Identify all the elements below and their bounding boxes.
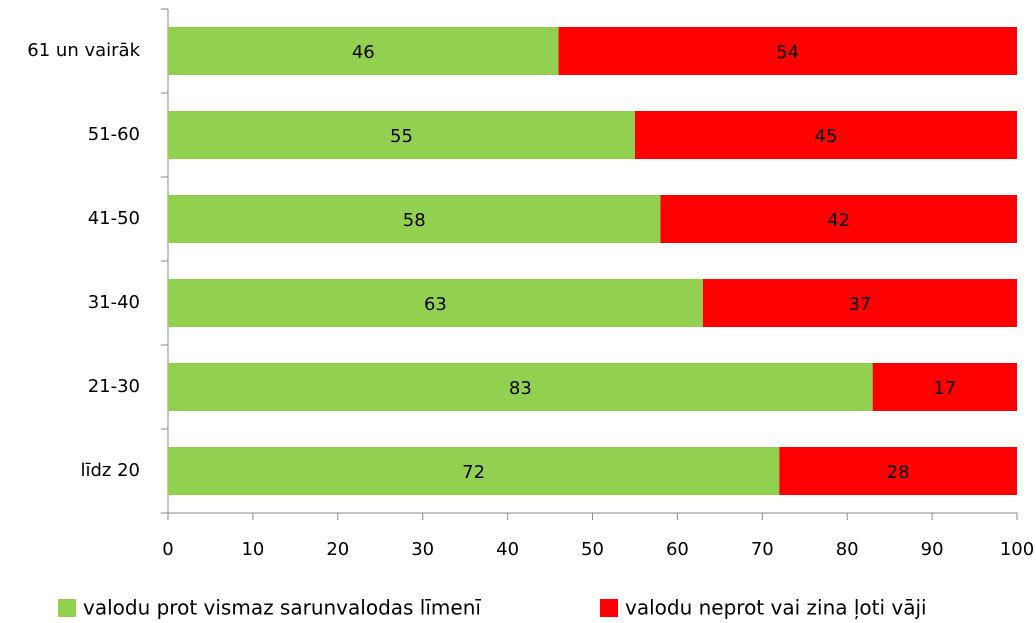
y-tick-label: 21-30 [88,376,140,397]
x-tick-label: 20 [326,539,349,560]
bar-segment [634,111,1017,159]
x-tick-label: 10 [241,539,264,560]
bar-segment [779,447,1017,495]
bar-segment [872,363,1017,411]
data-label: 72 [462,462,485,483]
legend-label: valodu prot vismaz sarunvalodas līmenī [83,596,481,620]
data-label: 46 [352,42,375,63]
data-label: 83 [509,378,532,399]
legend-label: valodu neprot vai zina ļoti vāji [625,596,927,620]
y-tick-label: 31-40 [88,292,140,313]
bar-segment [660,195,1017,243]
x-tick-label: 40 [496,539,519,560]
x-tick-label: 0 [162,539,173,560]
bar-segment [168,27,559,75]
legend-swatch [600,599,618,617]
x-tick-label: 70 [751,539,774,560]
data-label: 58 [403,210,426,231]
data-label: 42 [827,210,850,231]
data-label: 63 [424,294,447,315]
data-label: 45 [815,126,838,147]
x-tick-label: 80 [836,539,859,560]
bar-segment [558,27,1017,75]
bar-segment [168,363,873,411]
bar-segment [702,279,1017,327]
bar-segment [168,195,661,243]
y-tick-label: līdz 20 [80,460,140,481]
data-label: 28 [887,462,910,483]
bar-segment [168,279,703,327]
data-label: 17 [933,378,956,399]
legend-swatch [58,599,76,617]
data-label: 37 [848,294,871,315]
bar-segment [168,111,635,159]
x-tick-label: 50 [581,539,604,560]
y-tick-label: 51-60 [88,124,140,145]
y-tick-label: 41-50 [88,208,140,229]
data-label: 55 [390,126,413,147]
x-tick-label: 30 [411,539,434,560]
bar-segment [168,447,780,495]
x-tick-label: 100 [1000,539,1034,560]
data-label: 54 [776,42,799,63]
x-tick-label: 90 [921,539,944,560]
y-tick-label: 61 un vairāk [27,40,140,61]
x-tick-label: 60 [666,539,689,560]
